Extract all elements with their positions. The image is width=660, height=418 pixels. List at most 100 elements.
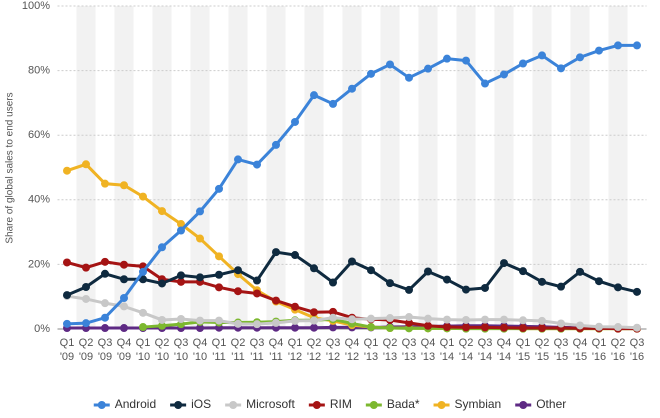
- data-point: [386, 324, 394, 333]
- x-tick-label: Q1'13: [364, 337, 379, 363]
- x-tick-label: Q4'13: [421, 337, 436, 363]
- data-point: [348, 257, 356, 266]
- data-point: [291, 251, 299, 260]
- data-point: [310, 308, 318, 317]
- data-point: [443, 315, 451, 324]
- data-point: [538, 316, 546, 325]
- column-band: [114, 6, 134, 329]
- data-point: [158, 243, 166, 252]
- data-point: [291, 316, 299, 325]
- data-point: [329, 313, 337, 322]
- data-point: [63, 319, 71, 328]
- data-point: [443, 54, 451, 63]
- x-tick-label: Q2'09: [79, 337, 94, 363]
- data-point: [462, 285, 470, 294]
- data-point: [481, 315, 489, 324]
- data-point: [386, 279, 394, 288]
- data-point: [329, 99, 337, 108]
- data-point: [310, 316, 318, 325]
- data-point: [215, 316, 223, 325]
- data-point: [576, 267, 584, 276]
- data-point: [82, 263, 90, 272]
- x-tick-label: Q2'16: [611, 337, 626, 363]
- legend-item: Bada*: [365, 397, 420, 411]
- data-point: [120, 302, 128, 311]
- data-point: [386, 314, 394, 323]
- x-tick-label: Q2'14: [459, 337, 474, 363]
- data-point: [177, 271, 185, 280]
- legend-label: Other: [536, 397, 566, 411]
- data-point: [443, 275, 451, 284]
- data-point: [500, 315, 508, 324]
- data-point: [234, 319, 242, 328]
- data-point: [576, 53, 584, 62]
- data-point: [538, 324, 546, 333]
- data-point: [215, 252, 223, 261]
- data-point: [196, 234, 204, 243]
- data-point: [63, 166, 71, 175]
- data-point: [367, 314, 375, 323]
- data-point: [120, 275, 128, 284]
- x-tick-label: Q2'15: [535, 337, 550, 363]
- data-point: [633, 287, 641, 296]
- data-point: [158, 279, 166, 288]
- legend-item: Symbian: [433, 397, 501, 411]
- data-point: [234, 155, 242, 164]
- data-point: [253, 276, 261, 285]
- column-band: [266, 6, 286, 329]
- data-point: [424, 64, 432, 73]
- data-point: [329, 307, 337, 316]
- x-tick-label: Q3'12: [326, 337, 341, 363]
- column-band: [418, 6, 438, 329]
- data-point: [63, 291, 71, 300]
- data-point: [139, 267, 147, 276]
- column-band: [532, 6, 552, 329]
- data-point: [500, 70, 508, 79]
- column-band: [190, 6, 210, 329]
- x-tick-label: Q2'12: [307, 337, 322, 363]
- data-point: [405, 285, 413, 294]
- legend-swatch: [369, 401, 378, 409]
- column-band: [342, 6, 362, 329]
- data-point: [329, 323, 337, 332]
- data-point: [462, 315, 470, 324]
- y-tick-label: 80%: [28, 65, 50, 77]
- data-point: [633, 41, 641, 50]
- data-point: [519, 316, 527, 325]
- data-point: [291, 323, 299, 332]
- data-point: [120, 181, 128, 190]
- data-point: [177, 277, 185, 286]
- data-point: [462, 323, 470, 332]
- x-tick-label: Q1'16: [592, 337, 607, 363]
- legend-swatch: [174, 401, 183, 409]
- legend-swatch: [312, 401, 321, 409]
- data-point: [424, 267, 432, 276]
- x-tick-label: Q3'10: [174, 337, 189, 363]
- data-point: [310, 91, 318, 100]
- y-tick-label: 0%: [34, 323, 50, 335]
- data-point: [101, 269, 109, 278]
- data-point: [291, 302, 299, 311]
- data-point: [405, 73, 413, 82]
- data-point: [215, 283, 223, 292]
- x-tick-label: Q1'12: [288, 337, 303, 363]
- column-band: [608, 6, 628, 329]
- data-point: [139, 308, 147, 317]
- x-tick-label: Q3'14: [478, 337, 493, 363]
- data-point: [196, 273, 204, 282]
- data-point: [101, 324, 109, 333]
- legend-label: Bada*: [387, 397, 420, 411]
- data-point: [101, 257, 109, 266]
- x-tick-label: Q1'15: [516, 337, 531, 363]
- x-tick-label: Q1'11: [212, 337, 227, 363]
- data-point: [557, 282, 565, 291]
- legend-swatch: [229, 401, 238, 409]
- column-band: [570, 6, 590, 329]
- data-point: [139, 192, 147, 201]
- data-point: [462, 56, 470, 65]
- data-point: [139, 275, 147, 284]
- data-point: [215, 184, 223, 193]
- legend-label: RIM: [330, 397, 352, 411]
- data-point: [519, 267, 527, 276]
